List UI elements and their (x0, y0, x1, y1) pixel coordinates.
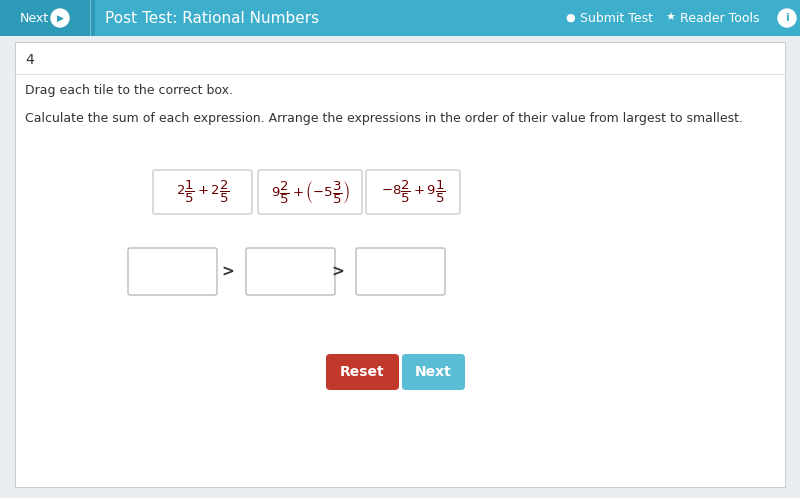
Text: Calculate the sum of each expression. Arrange the expressions in the order of th: Calculate the sum of each expression. Ar… (25, 112, 743, 124)
FancyBboxPatch shape (0, 0, 95, 36)
Text: i: i (785, 13, 789, 23)
FancyBboxPatch shape (258, 170, 362, 214)
FancyBboxPatch shape (246, 248, 335, 295)
Text: Post Test: Rational Numbers: Post Test: Rational Numbers (105, 10, 319, 25)
FancyBboxPatch shape (356, 248, 445, 295)
Text: >: > (332, 264, 344, 279)
FancyBboxPatch shape (366, 170, 460, 214)
Text: Reset: Reset (340, 365, 385, 379)
FancyBboxPatch shape (153, 170, 252, 214)
Circle shape (778, 9, 796, 27)
Text: $2\dfrac{1}{5} + 2\dfrac{2}{5}$: $2\dfrac{1}{5} + 2\dfrac{2}{5}$ (176, 179, 230, 205)
Text: ▶: ▶ (57, 13, 63, 22)
Text: $9\dfrac{2}{5} + \left(-5\dfrac{3}{5}\right)$: $9\dfrac{2}{5} + \left(-5\dfrac{3}{5}\ri… (270, 178, 350, 206)
Text: Next: Next (415, 365, 452, 379)
Text: Submit Test: Submit Test (580, 11, 653, 24)
Text: $-8\dfrac{2}{5} + 9\dfrac{1}{5}$: $-8\dfrac{2}{5} + 9\dfrac{1}{5}$ (381, 179, 446, 205)
Text: Reader Tools: Reader Tools (680, 11, 759, 24)
Text: ●: ● (565, 13, 575, 23)
FancyBboxPatch shape (128, 248, 217, 295)
Text: Drag each tile to the correct box.: Drag each tile to the correct box. (25, 84, 233, 97)
FancyBboxPatch shape (402, 354, 465, 390)
FancyBboxPatch shape (326, 354, 399, 390)
FancyBboxPatch shape (15, 42, 785, 487)
Text: 4: 4 (25, 53, 34, 67)
Circle shape (51, 9, 69, 27)
Text: >: > (222, 264, 234, 279)
FancyBboxPatch shape (95, 0, 800, 36)
Text: ★: ★ (665, 13, 675, 23)
Text: Next: Next (20, 11, 49, 24)
